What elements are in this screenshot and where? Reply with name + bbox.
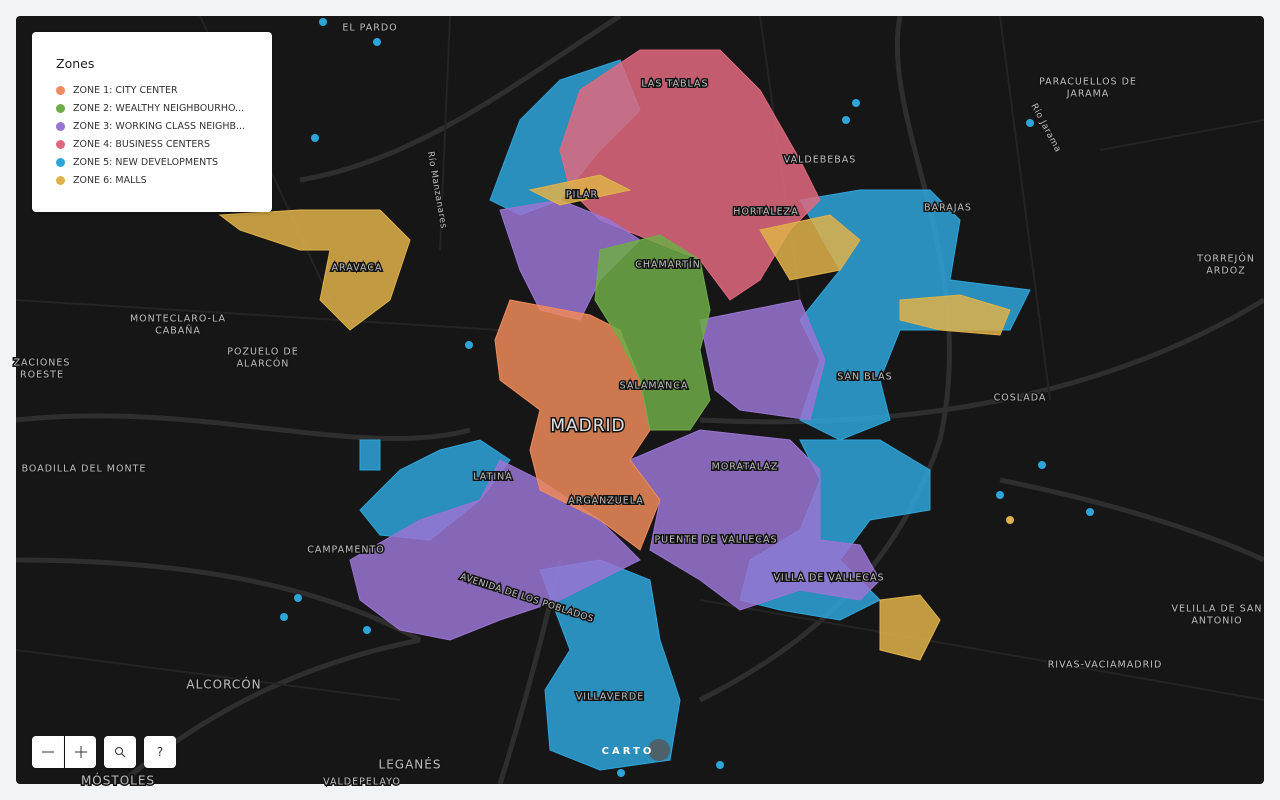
place-label: CHAMARTÍN: [635, 259, 701, 271]
zone-cell: [311, 134, 319, 142]
legend-item: ZONE 3: WORKING CLASS NEIGHB...: [56, 121, 245, 132]
legend-title: Zones: [56, 56, 95, 71]
place-label: BOADILLA DEL MONTE: [22, 464, 147, 475]
zone-area: [879, 594, 941, 661]
place-label: MORATALAZ: [712, 462, 779, 473]
place-label: RIVAS-VACIAMADRID: [1048, 660, 1163, 671]
zone-cell: [319, 18, 327, 26]
legend-swatch: [56, 104, 65, 113]
zone-cell: [1006, 516, 1014, 524]
place-label: PILAR: [566, 190, 598, 201]
legend-swatch: [56, 86, 65, 95]
legend-label: ZONE 2: WEALTHY NEIGHBOURHO...: [73, 103, 245, 114]
place-label: VALDEPELAYO: [323, 777, 401, 788]
legend-swatch: [56, 122, 65, 131]
place-label: HORTALEZA: [733, 207, 798, 218]
place-label: EL PARDO: [342, 23, 397, 34]
zone-cell: [617, 769, 625, 777]
place-label: MADRID: [550, 416, 625, 436]
place-label: TORREJÓN: [1196, 253, 1255, 265]
zone-area: [359, 439, 381, 471]
legend-label: ZONE 1: CITY CENTER: [73, 85, 178, 96]
zone-area: [528, 174, 632, 206]
legend-label: ZONE 6: MALLS: [73, 175, 147, 186]
place-label: POZUELO DE: [227, 347, 298, 358]
place-label: CABAÑA: [155, 326, 201, 337]
zoom-out[interactable]: [32, 736, 64, 768]
place-label: ARDOZ: [1206, 266, 1245, 277]
zone-area: [899, 294, 1011, 336]
place-label: ANTONIO: [1191, 616, 1242, 627]
place-label: ALCORCÓN: [186, 677, 261, 692]
place-label: LAS TABLAS: [641, 79, 708, 90]
zone-cell: [716, 761, 724, 769]
place-label: SAN BLAS: [837, 372, 892, 383]
place-label: VILLAVERDE: [576, 692, 644, 703]
zone-cell: [294, 594, 302, 602]
place-label: ROESTE: [20, 370, 64, 381]
place-label: ZACIONES: [14, 358, 71, 369]
legend-item: ZONE 1: CITY CENTER: [56, 85, 178, 96]
search[interactable]: [104, 736, 136, 768]
logo-mark: [648, 739, 670, 761]
place-label: VELILLA DE SAN: [1171, 604, 1262, 615]
legend-swatch: [56, 140, 65, 149]
legend-label: ZONE 4: BUSINESS CENTERS: [73, 139, 211, 150]
zone-cell: [1086, 508, 1094, 516]
zone-cell: [373, 38, 381, 46]
legend-label: ZONE 3: WORKING CLASS NEIGHB...: [73, 121, 246, 132]
legend-item: ZONE 4: BUSINESS CENTERS: [56, 139, 210, 150]
place-label: SALAMANCA: [620, 381, 689, 392]
place-label: COSLADA: [994, 393, 1047, 404]
zone-area: [759, 214, 861, 281]
zone-cell: [1038, 461, 1046, 469]
place-label: BARAJAS: [924, 203, 972, 214]
zone-cell: [465, 341, 473, 349]
place-label: ARAVACA: [332, 263, 383, 274]
legend-swatch: [56, 158, 65, 167]
legend-item: ZONE 2: WEALTHY NEIGHBOURHO...: [56, 103, 244, 114]
zone-area: [218, 209, 411, 331]
legend-label: ZONE 5: NEW DEVELOPMENTS: [73, 157, 219, 168]
legend-item: ZONE 5: NEW DEVELOPMENTS: [56, 157, 218, 168]
place-label: VALDEBEBAS: [784, 155, 857, 166]
zoom-in[interactable]: [65, 736, 96, 768]
zone-area: [349, 459, 641, 641]
place-label: PUENTE DE VALLECAS: [654, 535, 777, 546]
help[interactable]: ?: [144, 736, 176, 768]
zone-cell: [363, 626, 371, 634]
place-label: JARAMA: [1066, 89, 1110, 100]
legend-item: ZONE 6: MALLS: [56, 175, 147, 186]
zone-area: [629, 429, 881, 611]
zone-cell: [280, 613, 288, 621]
place-label: ALARCÓN: [237, 358, 290, 370]
place-label: VILLA DE VALLECAS: [773, 573, 884, 584]
attribution: CARTO: [602, 746, 655, 757]
place-label: MONTECLARO-LA: [130, 314, 226, 325]
place-label: LEGANÉS: [379, 757, 442, 772]
zone-cell: [842, 116, 850, 124]
zone-cell: [1026, 119, 1034, 127]
place-label: PARACUELLOS DE: [1039, 77, 1137, 88]
place-label: MÓSTOLES: [81, 773, 155, 788]
zone-area: [699, 299, 826, 421]
zone-cell: [852, 99, 860, 107]
legend: Zones ZONE 1: CITY CENTER ZONE 2: WEALTHY …: [32, 32, 272, 212]
place-label: CAMPAMENTO: [307, 545, 385, 556]
legend-swatch: [56, 176, 65, 185]
place-label: ARGANZUELA: [568, 496, 644, 507]
place-label: LATINA: [473, 472, 512, 483]
zone-area: [539, 559, 681, 771]
zone-cell: [996, 491, 1004, 499]
zone-area: [594, 234, 711, 431]
